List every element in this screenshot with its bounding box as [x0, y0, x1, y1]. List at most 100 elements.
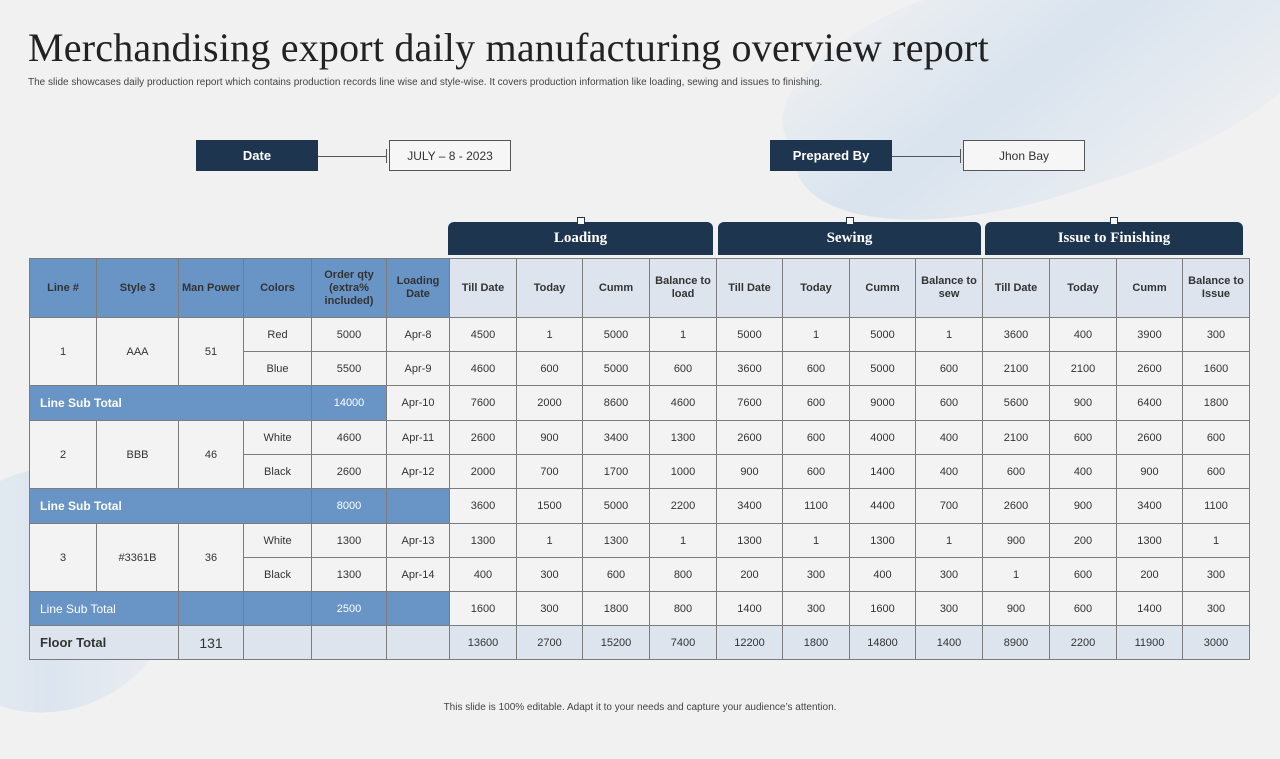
group-tab-issue-to-finishing: Issue to Finishing — [985, 217, 1243, 255]
header-sewing-till-date: Till Date — [716, 258, 783, 318]
page-title: Merchandising export daily manufacturing… — [28, 25, 989, 70]
value-cell: 1100 — [1182, 488, 1250, 524]
value-cell: 300 — [782, 557, 850, 592]
subtotal-order-cell: 8000 — [311, 488, 387, 524]
loading-date-cell: Apr-13 — [386, 523, 450, 558]
value-cell: 2000 — [516, 385, 583, 421]
value-cell: 600 — [782, 454, 850, 489]
value-cell: 1800 — [1182, 385, 1250, 421]
loading-date-cell: Apr-11 — [386, 420, 450, 455]
prepared-by-label: Prepared By — [770, 140, 892, 171]
value-cell: 900 — [516, 420, 583, 455]
value-cell: 1800 — [582, 591, 650, 626]
value-cell: 600 — [915, 385, 983, 421]
order-qty-cell: 5000 — [311, 317, 387, 352]
value-cell: 900 — [1049, 488, 1117, 524]
value-cell: 13600 — [449, 625, 517, 660]
floor-total-man-power: 131 — [178, 625, 244, 660]
value-cell: 5000 — [849, 317, 916, 352]
prepared-by-value: Jhon Bay — [963, 140, 1085, 171]
value-cell: 12200 — [716, 625, 783, 660]
table-row: 1 AAA 51 Red 5000 Apr-8 4500 1 5000 1 5000 1 5000 1 36… — [29, 317, 1250, 386]
header-loading-date: Loading Date — [386, 258, 450, 318]
loading-date-cell: Apr-9 — [386, 351, 450, 386]
order-qty-cell: 1300 — [311, 523, 387, 558]
value-cell: 2200 — [1049, 625, 1117, 660]
empty-cell — [178, 591, 244, 626]
value-cell: 800 — [649, 591, 717, 626]
man-power-cell: 46 — [178, 420, 244, 489]
value-cell: 2600 — [1116, 351, 1183, 386]
header-loading-till-date: Till Date — [449, 258, 517, 318]
value-cell: 5000 — [582, 317, 650, 352]
date-label: Date — [196, 140, 318, 171]
value-cell: 1 — [516, 523, 583, 558]
line-number-cell: 1 — [29, 317, 97, 386]
production-table: Line # Style 3 Man Power Colors Order qt… — [29, 258, 1250, 660]
value-cell: 1300 — [716, 523, 783, 558]
group-tab-sewing: Sewing — [718, 217, 981, 255]
value-cell: 3400 — [1116, 488, 1183, 524]
value-cell: 2600 — [716, 420, 783, 455]
date-connector-tick — [386, 149, 387, 163]
header-finishing-till-date: Till Date — [982, 258, 1050, 318]
value-cell: 2200 — [649, 488, 717, 524]
header-sewing-cumm: Cumm — [849, 258, 916, 318]
value-cell: 1300 — [582, 523, 650, 558]
value-cell: 1300 — [649, 420, 717, 455]
value-cell: 2100 — [982, 420, 1050, 455]
date-value: JULY – 8 - 2023 — [389, 140, 511, 171]
value-cell: 600 — [782, 385, 850, 421]
value-cell: 3400 — [582, 420, 650, 455]
value-cell: 3600 — [716, 351, 783, 386]
value-cell: 900 — [982, 591, 1050, 626]
date-connector — [318, 156, 386, 157]
style-cell: #3361B — [96, 523, 179, 592]
value-cell: 600 — [582, 557, 650, 592]
empty-cell — [243, 591, 312, 626]
color-cell: White — [243, 420, 312, 455]
value-cell: 4600 — [449, 351, 517, 386]
value-cell: 400 — [915, 454, 983, 489]
floor-total-row: Floor Total 131 13600 2700 15200 7400 12200 180… — [29, 625, 1250, 660]
value-cell: 600 — [915, 351, 983, 386]
table-row: Black 2600 Apr-12 2000 700 1700 1000 900 600 1400… — [30, 454, 1250, 489]
value-cell: 1 — [649, 317, 717, 352]
color-cell: White — [243, 523, 312, 558]
value-cell: 1 — [915, 523, 983, 558]
value-cell: 1 — [516, 317, 583, 352]
value-cell: 600 — [782, 351, 850, 386]
value-cell: 1 — [915, 317, 983, 352]
value-cell: 4000 — [849, 420, 916, 455]
table-row: 2 BBB 46 White 4600 Apr-11 2600 900 3400 1300 2600… — [29, 420, 1250, 489]
loading-date-cell: Apr-8 — [386, 317, 450, 352]
value-cell: 600 — [982, 454, 1050, 489]
value-cell: 600 — [649, 351, 717, 386]
value-cell: 2700 — [516, 625, 583, 660]
empty-cell — [311, 625, 387, 660]
value-cell: 600 — [1049, 591, 1117, 626]
man-power-cell: 51 — [178, 317, 244, 386]
tab-knob — [1110, 217, 1118, 225]
header-sewing-today: Today — [782, 258, 850, 318]
header-finishing-cumm: Cumm — [1116, 258, 1183, 318]
value-cell: 7600 — [716, 385, 783, 421]
footer-note: This slide is 100% editable. Adapt it to… — [443, 702, 837, 713]
value-cell: 900 — [1116, 454, 1183, 489]
subtotal-label: Line Sub Total — [29, 385, 312, 421]
value-cell: 5000 — [582, 488, 650, 524]
order-qty-cell: 5500 — [311, 351, 387, 386]
value-cell: 300 — [1182, 557, 1250, 592]
value-cell: 1600 — [1182, 351, 1250, 386]
loading-date-cell: Apr-12 — [386, 454, 450, 489]
value-cell: 3600 — [982, 317, 1050, 352]
value-cell: 4500 — [449, 317, 517, 352]
style-cell: BBB — [96, 420, 179, 489]
floor-total-label: Floor Total — [29, 625, 179, 660]
header-loading-cumm: Cumm — [582, 258, 650, 318]
value-cell: 600 — [1182, 420, 1250, 455]
value-cell: 300 — [782, 591, 850, 626]
subtotal-date-cell — [386, 488, 450, 524]
value-cell: 2600 — [449, 420, 517, 455]
value-cell: 1 — [649, 523, 717, 558]
